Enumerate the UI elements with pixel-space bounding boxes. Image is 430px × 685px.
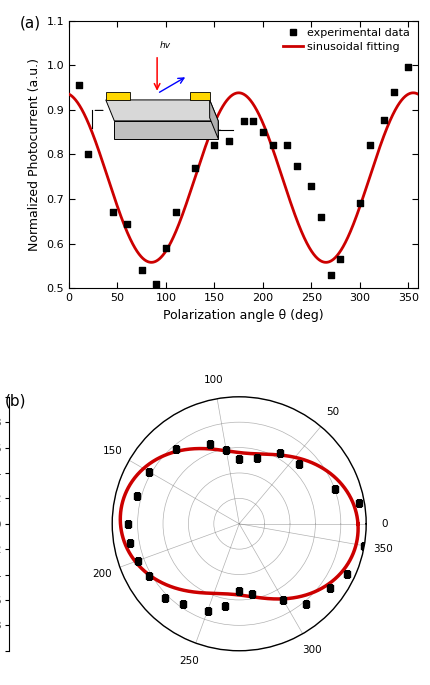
Point [327,269,334,280]
Point [330,484,337,495]
Point [222,445,229,456]
Point [152,278,159,289]
Point [85,149,92,160]
Point [259,127,266,138]
Point [326,582,333,593]
Point [162,592,169,603]
Point [249,116,256,127]
Point [293,160,300,171]
Legend: experimental data, sinusoidal fitting: experimental data, sinusoidal fitting [280,26,412,54]
Point [124,519,131,530]
Point [221,601,227,612]
Point [336,253,343,264]
Point [172,443,179,454]
Point [279,594,286,605]
Point [126,538,133,549]
Point [206,438,213,449]
Point [109,207,116,218]
Point [276,447,283,458]
Point [302,598,309,609]
Y-axis label: Normalized Photocurrent (a.u.): Normalized Photocurrent (a.u.) [28,58,41,251]
Point [145,466,152,477]
Point [162,242,169,253]
Point [138,265,145,276]
Point [145,571,152,582]
Point [404,62,411,73]
Text: (a): (a) [20,15,41,30]
Point [134,556,141,566]
Point [75,79,82,90]
X-axis label: Polarization angle θ (deg): Polarization angle θ (deg) [163,309,323,322]
Point [134,491,141,502]
Point [380,114,387,125]
Point [179,599,186,610]
Point [307,180,314,191]
Point [123,218,130,229]
Point [253,452,260,463]
Point [203,606,210,616]
Point [240,116,246,127]
Point [317,212,324,223]
Point [359,540,366,551]
Point [365,140,372,151]
Point [235,586,242,597]
Point [248,589,255,600]
Point [343,569,350,580]
Point [354,497,361,508]
Text: (b): (b) [4,393,26,408]
Point [283,139,290,150]
Point [211,140,217,151]
Point [356,198,362,209]
Point [295,458,302,469]
Point [225,136,232,147]
Point [191,162,198,173]
Point [268,139,275,150]
Point [390,86,396,97]
Point [235,453,242,464]
Point [172,207,179,218]
